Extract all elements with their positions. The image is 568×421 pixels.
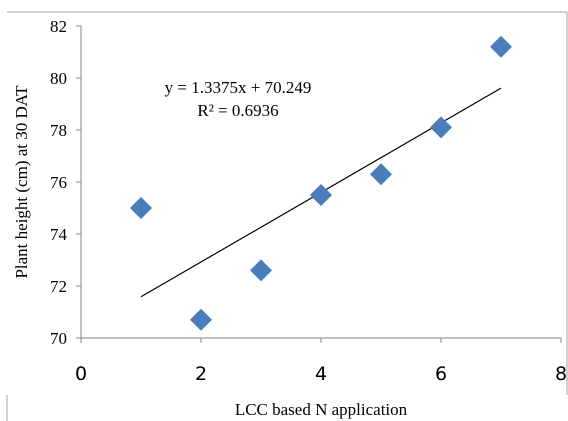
data-point xyxy=(130,197,152,219)
y-tick-label: 76 xyxy=(50,173,67,192)
y-tick-label: 72 xyxy=(50,277,67,296)
data-point xyxy=(310,184,332,206)
data-point xyxy=(370,163,392,186)
data-point xyxy=(190,308,212,331)
y-tick-label: 70 xyxy=(50,329,67,348)
data-points xyxy=(130,35,512,331)
y-tick-labels: 70 72 74 76 78 80 82 xyxy=(50,17,68,348)
data-point xyxy=(490,35,512,58)
x-tick-label: 0 xyxy=(75,363,87,385)
x-tick-label: 2 xyxy=(195,363,207,385)
y-tick-label: 80 xyxy=(50,69,67,88)
x-tick-label: 6 xyxy=(435,363,447,385)
x-tick-marks xyxy=(80,338,562,343)
x-axis-label: LCC based N application xyxy=(235,400,408,419)
data-point xyxy=(250,259,272,282)
x-tick-labels: 0 2 4 6 8 xyxy=(75,363,567,385)
y-tick-label: 74 xyxy=(50,225,68,244)
r-squared-label: R² = 0.6936 xyxy=(197,101,278,120)
y-axis-label: Plant height (cm) at 30 DAT xyxy=(12,85,31,279)
trendline-equation: y = 1.3375x + 70.249 xyxy=(165,78,312,97)
y-tick-label: 78 xyxy=(50,121,67,140)
y-tick-label: 82 xyxy=(50,17,67,36)
y-tick-marks xyxy=(76,25,81,339)
x-tick-label: 4 xyxy=(315,363,327,385)
x-tick-label: 8 xyxy=(555,363,567,385)
data-point xyxy=(430,116,452,139)
